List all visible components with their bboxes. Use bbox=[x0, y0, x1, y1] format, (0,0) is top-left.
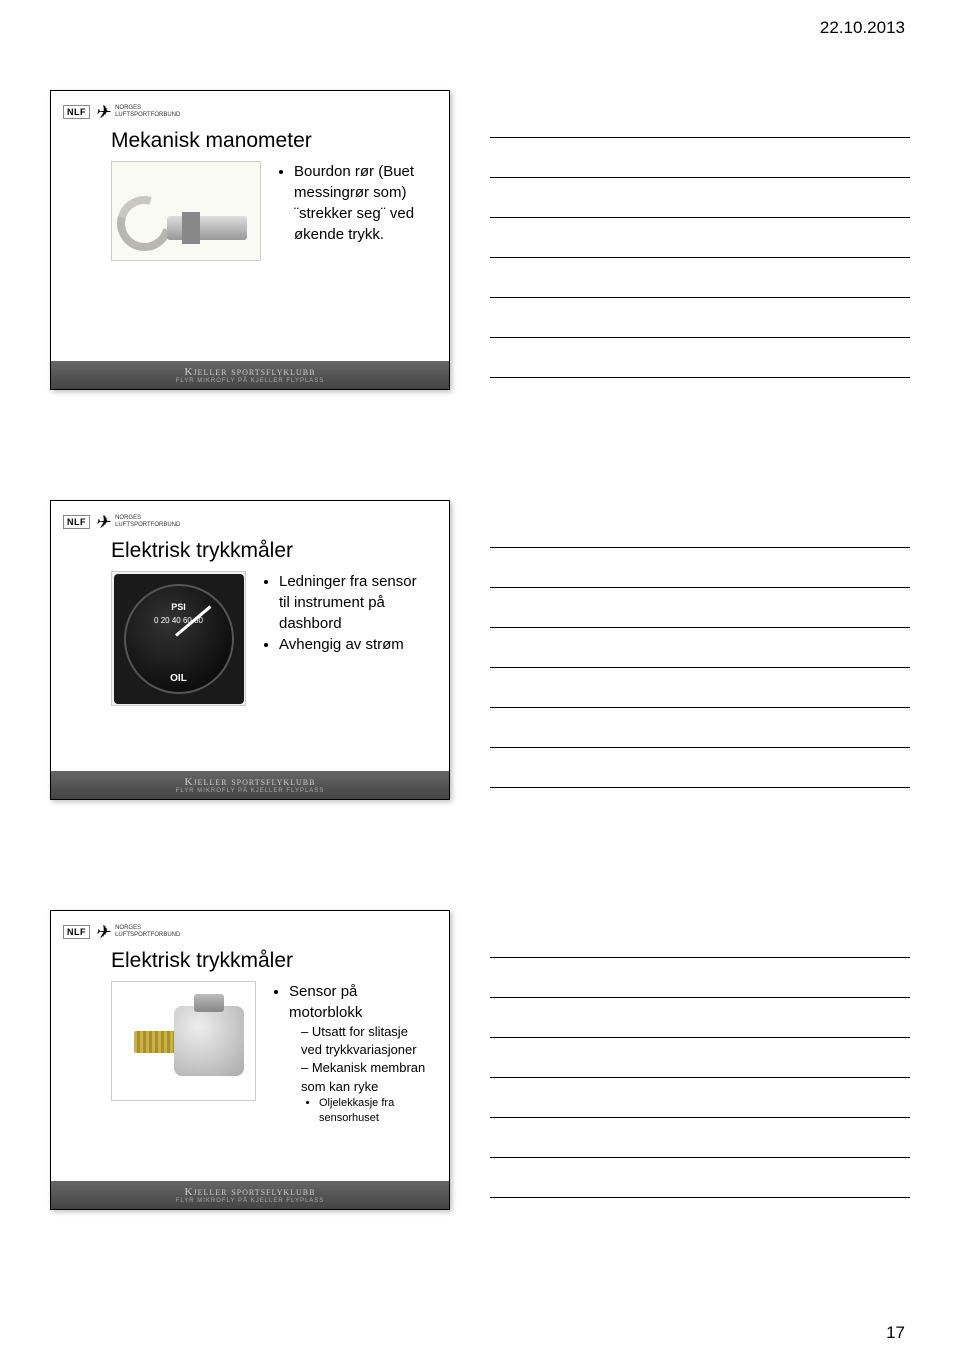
slide-footer-sub: FLYR MIKROFLY PÅ KJELLER FLYPLASS bbox=[176, 378, 325, 384]
note-line bbox=[490, 138, 910, 178]
slide-3-title: Elektrisk trykkmåler bbox=[111, 949, 293, 973]
note-line bbox=[490, 708, 910, 748]
note-line bbox=[490, 918, 910, 958]
slide-1-title: Mekanisk manometer bbox=[111, 129, 312, 153]
slide-footer-main: Kjeller sportsflyklubb bbox=[185, 366, 316, 378]
note-line bbox=[490, 588, 910, 628]
note-line bbox=[490, 1038, 910, 1078]
notes-area-3 bbox=[490, 910, 910, 1210]
slide-row-3: NLF ✈ NORGESLUFTSPORTFORBUND Elektrisk t… bbox=[50, 910, 910, 1210]
note-line bbox=[490, 298, 910, 338]
list-item: Oljelekkasje fra sensorhuset bbox=[319, 1096, 429, 1127]
logo-bird-icon: ✈ bbox=[95, 103, 110, 121]
slide-footer: Kjeller sportsflyklubb FLYR MIKROFLY PÅ … bbox=[51, 361, 449, 389]
slide-footer-sub: FLYR MIKROFLY PÅ KJELLER FLYPLASS bbox=[176, 788, 325, 794]
list-item: Sensor på motorblokk Utsatt for slitasje… bbox=[289, 981, 429, 1127]
note-line bbox=[490, 98, 910, 138]
nlf-badge: NLF bbox=[63, 925, 90, 939]
note-line bbox=[490, 998, 910, 1038]
list-item: Mekanisk membran som kan ryke Oljelekkas… bbox=[301, 1059, 429, 1126]
nlf-badge: NLF bbox=[63, 105, 90, 119]
notes-area-1 bbox=[490, 90, 910, 390]
slide-footer: Kjeller sportsflyklubb FLYR MIKROFLY PÅ … bbox=[51, 771, 449, 799]
slide-2-title: Elektrisk trykkmåler bbox=[111, 539, 293, 563]
slide-row-2: NLF ✈ NORGESLUFTSPORTFORBUND Elektrisk t… bbox=[50, 500, 910, 800]
note-line bbox=[490, 1118, 910, 1158]
note-line bbox=[490, 548, 910, 588]
slide-3-bullets: Sensor på motorblokk Utsatt for slitasje… bbox=[271, 981, 429, 1127]
gauge-oil-label: OIL bbox=[114, 673, 244, 684]
logo-org-text: NORGESLUFTSPORTFORBUND bbox=[115, 515, 180, 528]
note-line bbox=[490, 748, 910, 788]
logo-bird-icon: ✈ bbox=[95, 923, 110, 941]
slide-2: NLF ✈ NORGESLUFTSPORTFORBUND Elektrisk t… bbox=[50, 500, 450, 800]
note-line bbox=[490, 1078, 910, 1118]
note-line bbox=[490, 178, 910, 218]
notes-area-2 bbox=[490, 500, 910, 800]
slide-2-bullets: Ledninger fra sensor til instrument på d… bbox=[261, 571, 429, 655]
slide-1: NLF ✈ NORGESLUFTSPORTFORBUND Mekanisk ma… bbox=[50, 90, 450, 390]
oil-gauge-image: PSI 0 20 40 60 80 OIL bbox=[111, 571, 246, 706]
slide-2-content: PSI 0 20 40 60 80 OIL Ledninger fra sens… bbox=[111, 571, 429, 706]
logo-bird-icon: ✈ bbox=[95, 513, 110, 531]
note-line bbox=[490, 668, 910, 708]
page-date: 22.10.2013 bbox=[820, 18, 905, 38]
note-line bbox=[490, 628, 910, 668]
note-line bbox=[490, 258, 910, 298]
slide-3-content: Sensor på motorblokk Utsatt for slitasje… bbox=[111, 981, 429, 1127]
note-line bbox=[490, 958, 910, 998]
gauge-numbers: 0 20 40 60 80 bbox=[114, 616, 244, 625]
slide-3: NLF ✈ NORGESLUFTSPORTFORBUND Elektrisk t… bbox=[50, 910, 450, 1210]
slide-logo: NLF ✈ NORGESLUFTSPORTFORBUND bbox=[63, 923, 180, 941]
page-number: 17 bbox=[886, 1323, 905, 1343]
bourdon-tube-image bbox=[111, 161, 261, 261]
slide-1-content: Bourdon rør (Buet messingrør som) ¨strek… bbox=[111, 161, 429, 261]
slide-footer-main: Kjeller sportsflyklubb bbox=[185, 1186, 316, 1198]
slide-footer: Kjeller sportsflyklubb FLYR MIKROFLY PÅ … bbox=[51, 1181, 449, 1209]
pressure-sensor-image bbox=[111, 981, 256, 1101]
nlf-badge: NLF bbox=[63, 515, 90, 529]
list-item: Bourdon rør (Buet messingrør som) ¨strek… bbox=[294, 161, 429, 245]
slide-logo: NLF ✈ NORGESLUFTSPORTFORBUND bbox=[63, 513, 180, 531]
list-item: Ledninger fra sensor til instrument på d… bbox=[279, 571, 429, 634]
slide-footer-main: Kjeller sportsflyklubb bbox=[185, 776, 316, 788]
note-line bbox=[490, 218, 910, 258]
slide-logo: NLF ✈ NORGESLUFTSPORTFORBUND bbox=[63, 103, 180, 121]
list-item: Avhengig av strøm bbox=[279, 634, 429, 655]
slide-row-1: NLF ✈ NORGESLUFTSPORTFORBUND Mekanisk ma… bbox=[50, 90, 910, 390]
note-line bbox=[490, 1158, 910, 1198]
list-item: Utsatt for slitasje ved trykkvariasjoner bbox=[301, 1023, 429, 1059]
logo-org-text: NORGESLUFTSPORTFORBUND bbox=[115, 105, 180, 118]
note-line bbox=[490, 508, 910, 548]
slide-1-bullets: Bourdon rør (Buet messingrør som) ¨strek… bbox=[276, 161, 429, 245]
gauge-psi-label: PSI bbox=[114, 602, 244, 612]
note-line bbox=[490, 338, 910, 378]
logo-org-text: NORGESLUFTSPORTFORBUND bbox=[115, 925, 180, 938]
slide-footer-sub: FLYR MIKROFLY PÅ KJELLER FLYPLASS bbox=[176, 1198, 325, 1204]
